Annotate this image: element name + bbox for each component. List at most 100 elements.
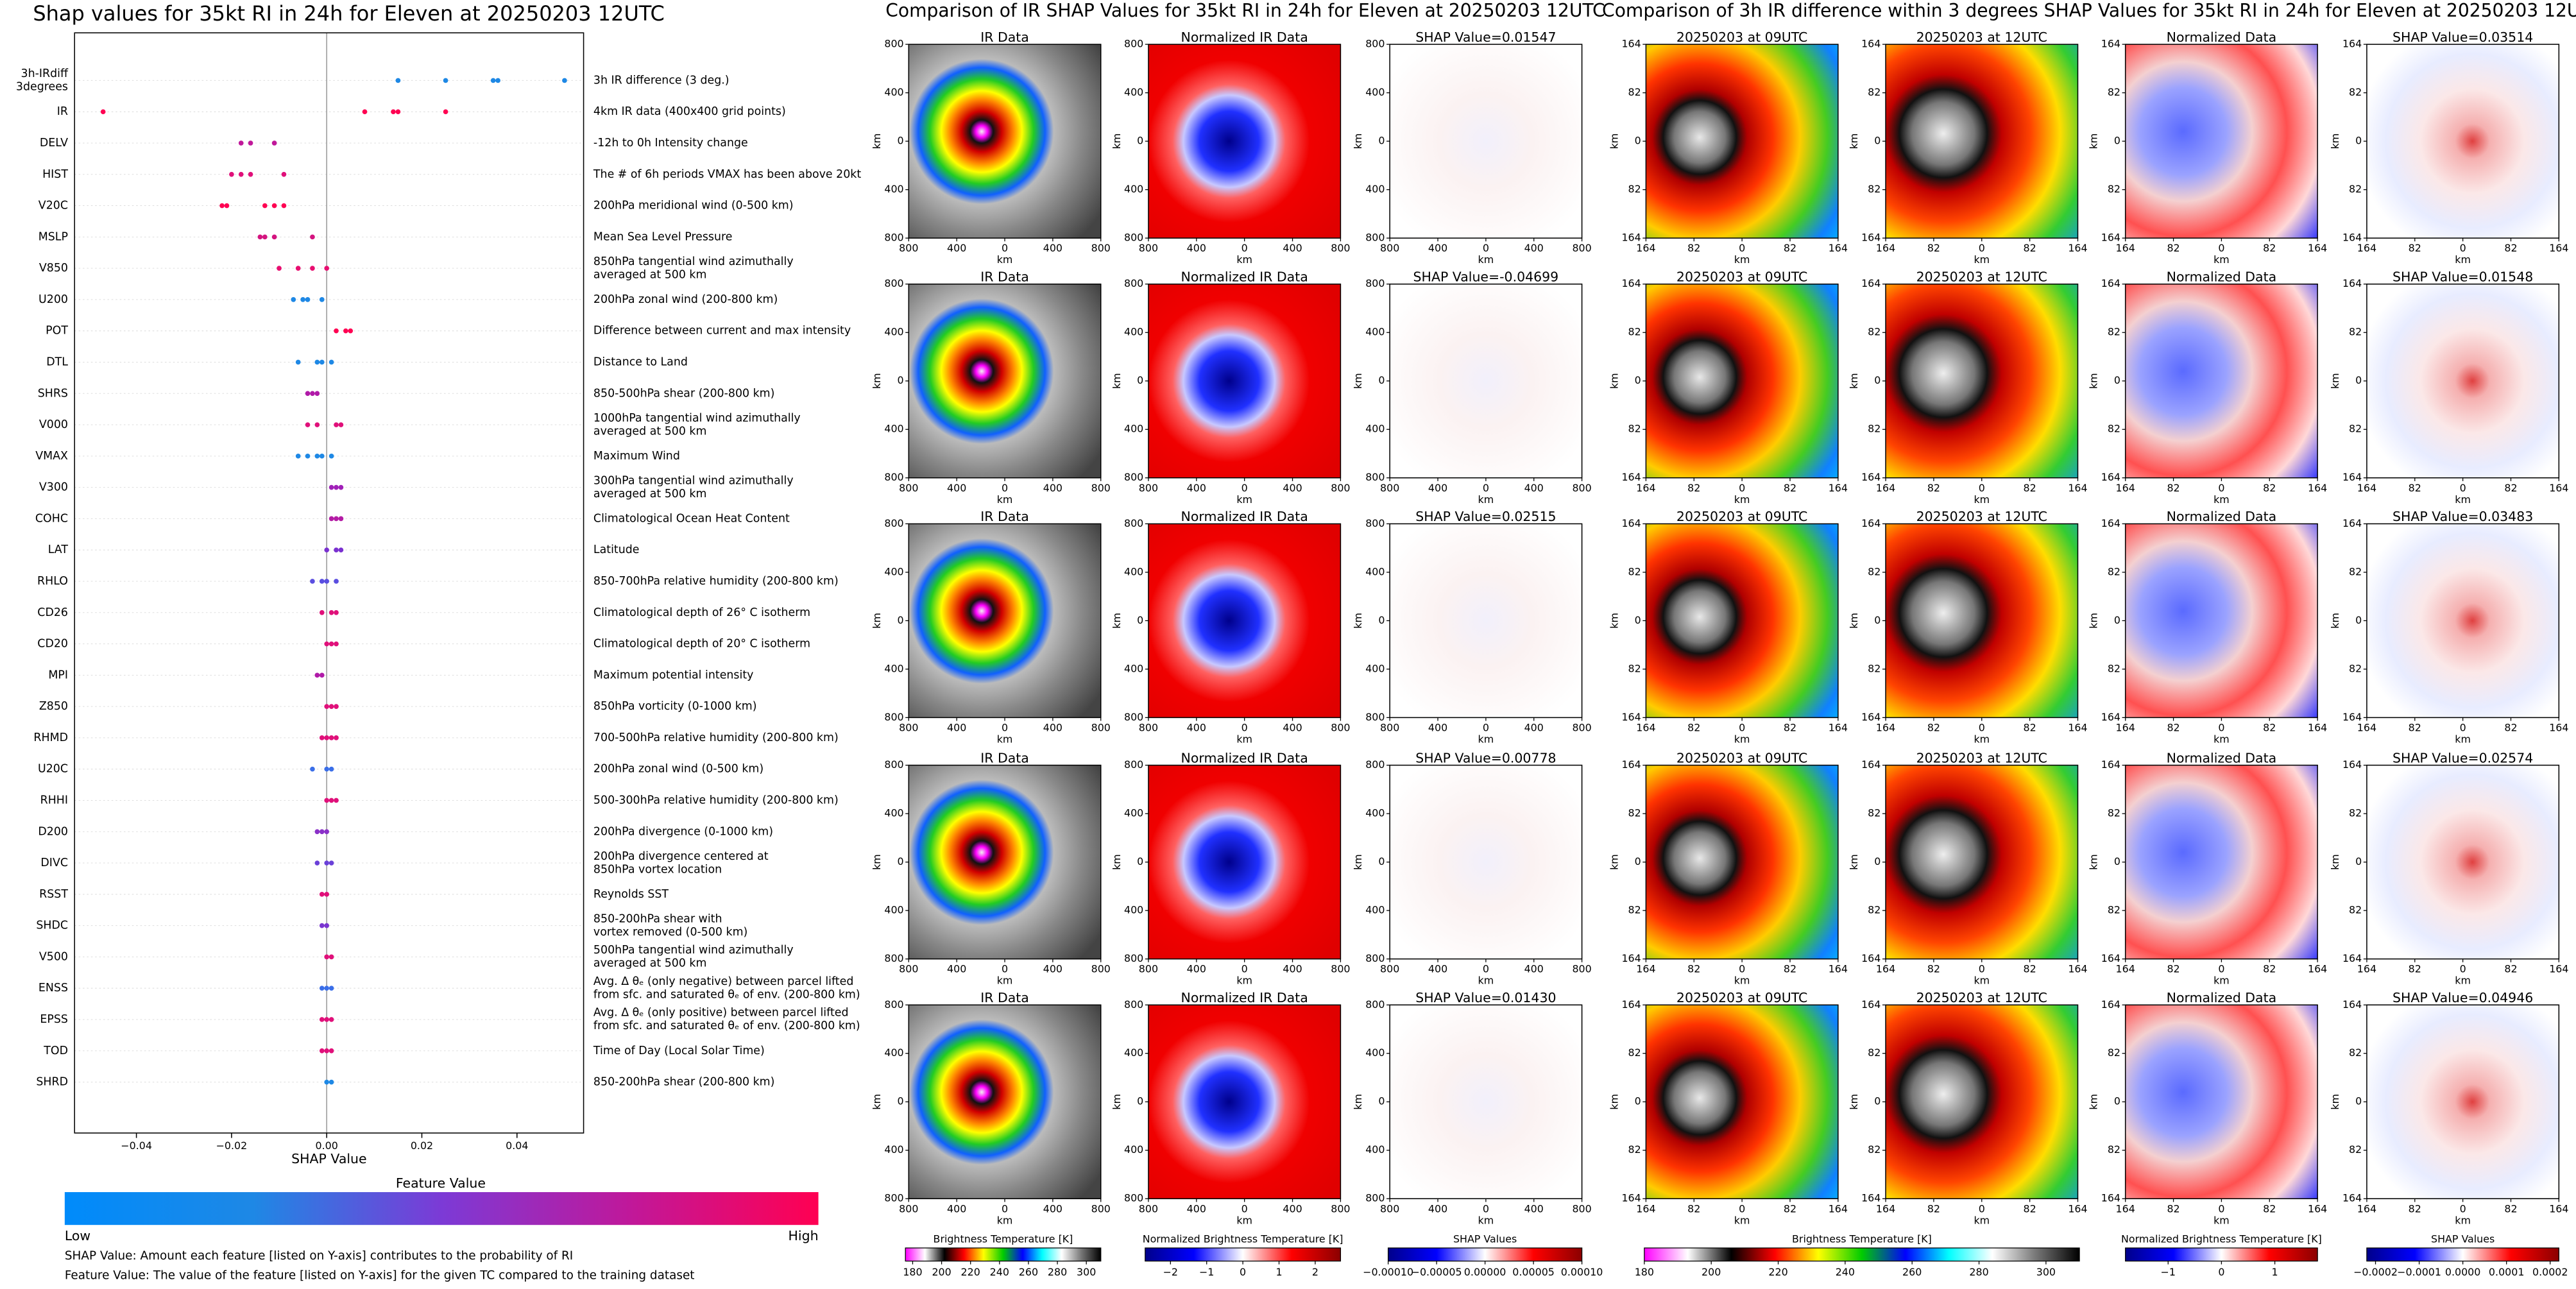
shap-point [324,986,330,991]
feature-label: TOD [43,1045,68,1057]
x-axis-label: km [1734,493,1750,506]
x-tick-label: 400 [1187,722,1206,734]
feature-label: RHHI [40,794,68,807]
colorbar-tick-label: 180 [903,1266,922,1278]
colorbar-label: SHAP Values [2431,1233,2495,1245]
y-tick-label: 800 [1365,277,1385,289]
shap-point [314,422,320,427]
shap-point [334,735,339,740]
feature-description: 1000hPa tangential wind azimuthally [593,412,801,425]
shap-point [319,672,325,678]
y-axis-label: km [2329,373,2341,389]
y-tick-label: 164 [2342,711,2362,723]
shap-point [314,860,320,866]
image-panel [908,44,1102,239]
panel-title: Normalized Data [2167,509,2276,524]
panel-title: 20250203 at 12UTC [1916,990,2047,1005]
shap-point [319,359,325,365]
panel-title: SHAP Value=-0.04699 [1413,269,1559,285]
feature-description: Latitude [593,543,640,556]
x-tick-label: 82 [1687,482,1700,494]
shap-point [319,453,325,459]
panel-title: Normalized Data [2167,269,2276,285]
panel-title: 20250203 at 09UTC [1676,269,1807,285]
y-tick-label: 800 [1124,471,1143,483]
x-tick-label: 400 [1043,1202,1062,1215]
y-tick-label: 164 [1861,38,1881,50]
panel-title: 20250203 at 09UTC [1676,990,1807,1005]
panel-title: 20250203 at 09UTC [1676,30,1807,45]
y-tick-label: 164 [1621,232,1641,244]
panel-title: IR Data [980,750,1029,765]
x-tick-label: 400 [1524,722,1544,734]
y-tick-label: 800 [884,998,903,1011]
x-tick-label: 82 [1687,963,1700,975]
shap-point [229,171,234,177]
x-tick-label: 82 [2504,1202,2517,1215]
y-tick-label: 164 [1621,952,1641,964]
shap-point [324,704,330,709]
panel-title: Normalized IR Data [1181,509,1308,524]
y-tick-label: 800 [884,277,903,289]
y-tick-label: 82 [1628,86,1641,98]
panel-title: IR Data [980,269,1029,285]
colorbar-tick-label: 240 [990,1266,1009,1278]
y-tick-label: 800 [1365,998,1385,1011]
shap-point [443,78,448,83]
x-tick-label: 164 [2116,482,2135,494]
feature-description: Mean Sea Level Pressure [593,230,733,243]
x-tick-label: 82 [1784,963,1796,975]
y-tick-label: 0 [898,614,904,626]
shap-point [300,297,305,302]
y-tick-label: 0 [2114,614,2120,626]
feature-description: 700-500hPa relative humidity (200-800 km… [593,731,839,744]
y-tick-label: 400 [1124,662,1143,674]
x-tick-label: 0.02 [411,1140,433,1152]
shap-point [328,1048,334,1054]
panel-title: IR Data [980,509,1029,524]
x-axis-label: km [2455,1214,2471,1226]
y-tick-label: 400 [1124,183,1143,195]
feature-description: 850hPa vortex location [593,863,722,876]
x-tick-label: 0 [1979,482,1985,494]
colorbar-tick-label: 200 [932,1266,951,1278]
x-tick-label: 0 [2460,722,2466,734]
y-axis-label: km [2088,133,2100,149]
feature-label: U20C [38,763,68,776]
x-tick-label: 164 [2549,1202,2568,1215]
x-tick-label: 800 [1331,963,1350,975]
image-panel [1645,44,1839,239]
feature-label: HIST [42,168,68,181]
y-tick-label: 0 [1635,855,1641,867]
image-panel [2366,523,2560,719]
x-tick-label: 0 [1483,1202,1489,1215]
colorbar-tick-label: 300 [2036,1266,2056,1278]
x-tick-label: 82 [1687,1202,1700,1215]
x-axis-label: km [1974,493,1990,506]
x-axis-label: km [1734,975,1750,987]
y-axis-label: km [2329,133,2341,149]
x-tick-label: 164 [2549,722,2568,734]
shap-point [343,328,348,334]
x-tick-label: 82 [2409,1202,2421,1215]
x-tick-label: 800 [1331,722,1350,734]
y-tick-label: 400 [884,326,903,338]
y-tick-label: 800 [884,952,903,964]
shap-point [248,141,253,146]
y-tick-label: 82 [1628,565,1641,577]
x-tick-label: 82 [2409,722,2421,734]
feature-description: 200hPa divergence centered at [593,850,769,863]
y-tick-label: 164 [1621,1192,1641,1204]
feature-description: averaged at 500 km [593,957,707,970]
feature-description: Climatological depth of 26° C isotherm [593,606,810,619]
x-tick-label: 164 [1636,242,1655,254]
y-tick-label: 164 [1861,711,1881,723]
feature-description: Time of Day (Local Solar Time) [593,1045,765,1057]
colorbar-tick-label: 0.0000 [2445,1266,2481,1278]
feature-description: 200hPa zonal wind (200-800 km) [593,293,778,306]
y-tick-label: 400 [1365,565,1385,577]
x-axis-label: km [1236,253,1252,266]
y-tick-label: 800 [1365,952,1385,964]
shap-point [319,610,325,615]
feature-label: RHLO [37,575,68,588]
